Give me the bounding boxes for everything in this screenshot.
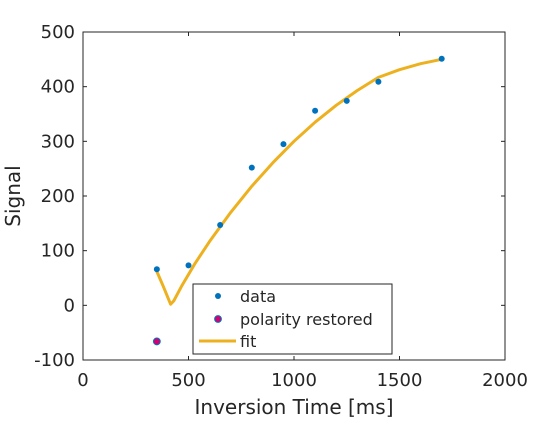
y-tick-label: 500 bbox=[41, 22, 75, 43]
x-axis-title: Inversion Time [ms] bbox=[195, 395, 394, 419]
x-tick-label: 1000 bbox=[271, 370, 317, 391]
data-point bbox=[280, 141, 287, 148]
x-tick-label: 2000 bbox=[482, 370, 528, 391]
fit-line bbox=[155, 57, 444, 306]
y-tick-label: 100 bbox=[41, 241, 75, 262]
data-point bbox=[438, 55, 445, 62]
legend: data polarity restored fit bbox=[192, 283, 393, 355]
y-tick-label: -100 bbox=[34, 350, 75, 371]
y-axis-title: Signal bbox=[1, 165, 25, 226]
data-point bbox=[375, 78, 382, 85]
legend-marker-data bbox=[215, 293, 221, 299]
x-tick-label: 500 bbox=[171, 370, 205, 391]
legend-marker-polarity-restored bbox=[214, 315, 222, 323]
legend-label-polarity-restored: polarity restored bbox=[240, 310, 373, 329]
y-tick-label: 300 bbox=[41, 131, 75, 152]
y-tick-label: 200 bbox=[41, 186, 75, 207]
legend-label-fit: fit bbox=[240, 332, 256, 351]
legend-label-data: data bbox=[240, 287, 276, 306]
y-tick-label: 0 bbox=[64, 295, 75, 316]
data-point bbox=[185, 262, 192, 269]
y-tick-label: 400 bbox=[41, 77, 75, 98]
data-point bbox=[217, 221, 224, 228]
data-point bbox=[248, 164, 255, 171]
x-tick-label: 0 bbox=[77, 370, 88, 391]
data-point bbox=[312, 107, 319, 114]
y-axis: -100 0 100 200 300 400 500 bbox=[34, 22, 505, 371]
series-layer bbox=[152, 55, 445, 346]
polarity-restored-point bbox=[152, 337, 161, 346]
x-axis: 0 500 1000 1500 2000 bbox=[77, 32, 528, 391]
data-point bbox=[153, 266, 160, 273]
x-tick-label: 1500 bbox=[377, 370, 423, 391]
data-point bbox=[343, 97, 350, 104]
